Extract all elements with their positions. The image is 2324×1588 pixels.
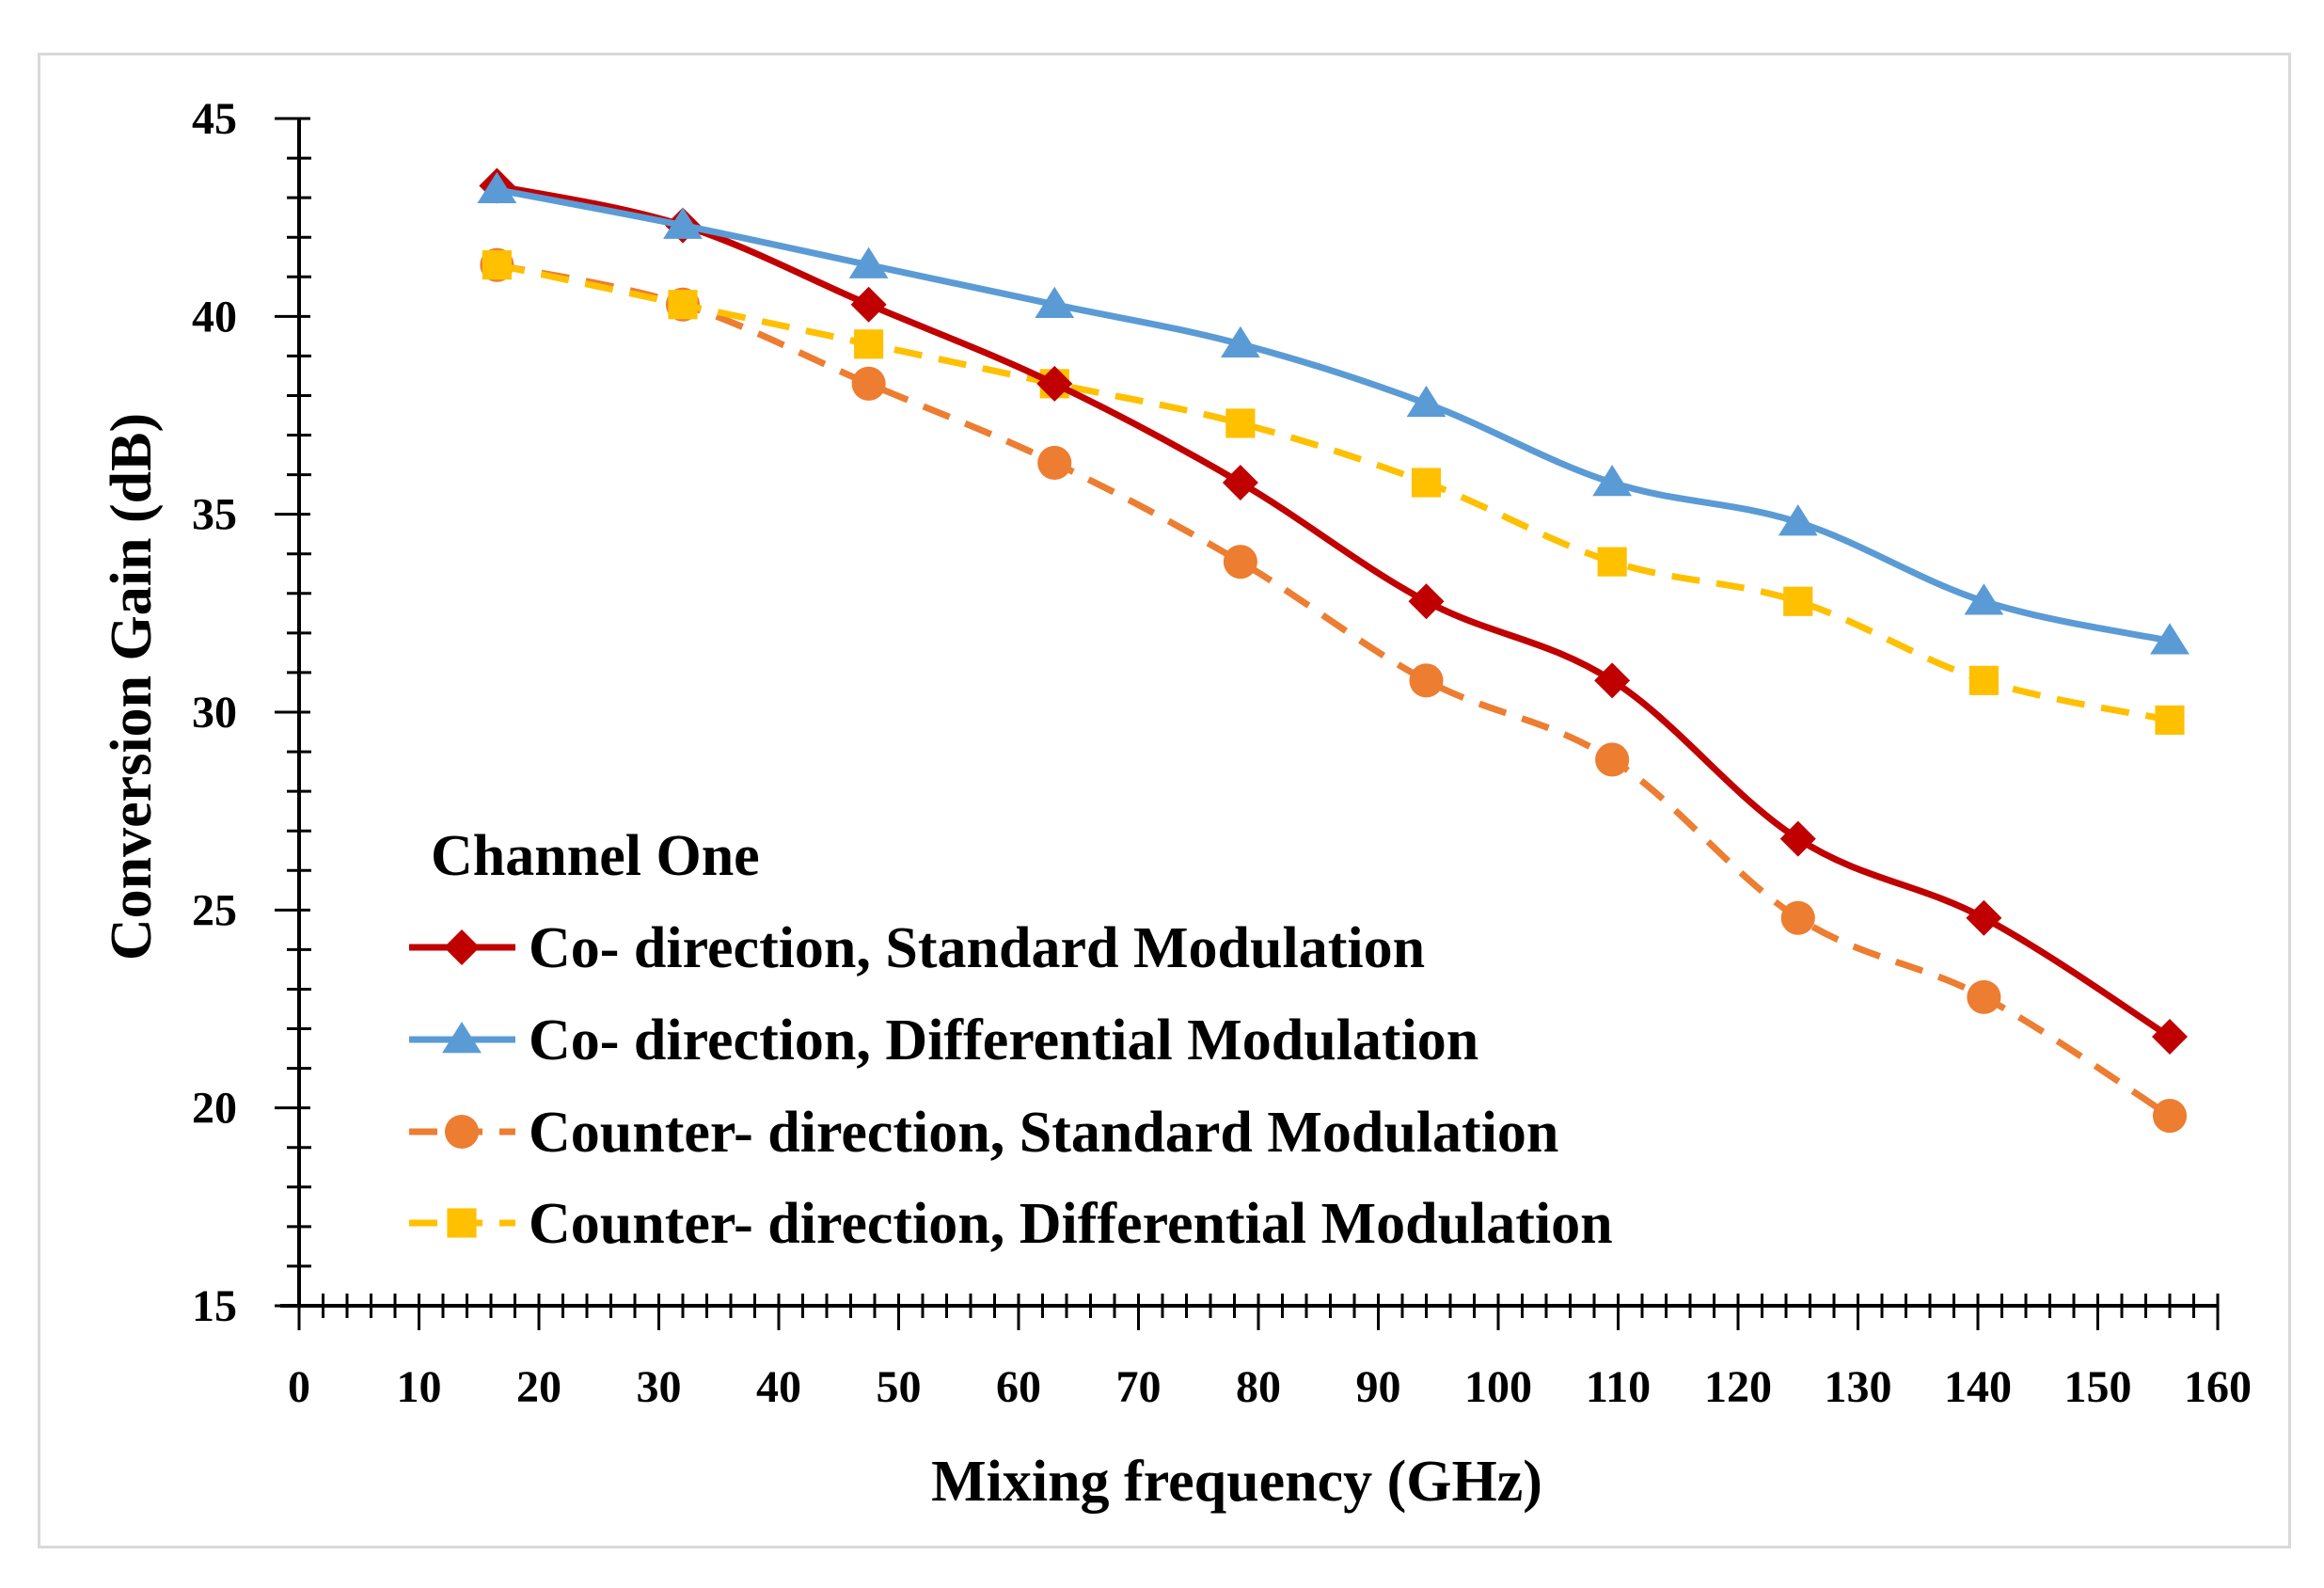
y-tick-label: 15: [192, 1281, 237, 1331]
legend-title: Channel One: [431, 824, 760, 888]
legend-label: Counter- direction, Differential Modulat…: [529, 1192, 1613, 1256]
x-tick-label: 110: [1586, 1362, 1651, 1412]
series-layer: [477, 167, 2190, 1134]
data-point: [482, 250, 512, 280]
data-point: [1225, 408, 1256, 438]
data-point: [850, 286, 887, 323]
data-point: [1968, 665, 1999, 695]
x-tick-label: 160: [2184, 1362, 2252, 1412]
data-point: [1779, 820, 1816, 857]
series-3: [480, 247, 2188, 1134]
legend-swatch-marker: [444, 1114, 480, 1150]
x-tick-label: 20: [516, 1362, 561, 1412]
x-tick-label: 0: [288, 1362, 310, 1412]
x-tick-label: 150: [2064, 1362, 2132, 1412]
data-point: [1035, 286, 1075, 318]
legend: Channel One Co- direction, Standard Modu…: [409, 824, 1613, 1256]
data-point: [2150, 623, 2190, 655]
series-line: [496, 183, 2172, 1040]
data-point: [1409, 663, 1444, 698]
data-point: [1220, 326, 1260, 358]
data-point: [2152, 1018, 2188, 1055]
data-point: [1964, 583, 2004, 615]
y-axis-title: Conversion Gain (dB): [100, 413, 164, 961]
data-point: [2155, 705, 2185, 735]
series-line: [496, 262, 2172, 1120]
x-tick-label: 140: [1944, 1362, 2012, 1412]
data-point: [1778, 504, 1818, 536]
data-point: [1594, 662, 1631, 699]
x-tick-label: 50: [877, 1362, 922, 1412]
data-point: [663, 207, 703, 239]
legend-label: Co- direction, Standard Modulation: [529, 916, 1425, 980]
data-point: [1406, 385, 1447, 418]
legend-label: Co- direction, Differential Modulation: [529, 1008, 1478, 1072]
data-point: [848, 246, 889, 278]
legend-swatch-marker: [442, 1022, 482, 1054]
series-line: [496, 186, 2171, 644]
data-point: [668, 290, 698, 320]
y-tick-label: 45: [192, 94, 237, 144]
data-point: [1222, 465, 1258, 501]
x-tick-label: 60: [996, 1362, 1041, 1412]
data-point: [1597, 547, 1627, 577]
x-axis-title: Mixing frequency (GHz): [931, 1450, 1542, 1514]
data-point: [1223, 545, 1257, 580]
data-point: [1783, 586, 1813, 616]
legend-swatch-marker: [444, 929, 480, 965]
data-point: [851, 366, 886, 401]
legend-label: Counter- direction, Standard Modulation: [529, 1101, 1558, 1165]
legend-swatch-marker: [447, 1208, 477, 1238]
y-tick-label: 30: [192, 688, 237, 738]
y-tick-label: 25: [192, 885, 237, 935]
chart-frame: [38, 53, 2291, 1548]
data-point: [1036, 365, 1073, 402]
data-point: [1408, 583, 1445, 620]
x-tick-label: 100: [1464, 1362, 1532, 1412]
data-point: [477, 171, 517, 203]
x-tick-label: 40: [756, 1362, 801, 1412]
x-tick-label: 30: [637, 1362, 682, 1412]
series-2: [477, 171, 2190, 655]
data-point: [2152, 1099, 2188, 1134]
data-point: [1037, 445, 1072, 481]
x-tick-label: 10: [397, 1362, 442, 1412]
data-point: [1966, 899, 2002, 936]
data-point: [1411, 468, 1442, 498]
y-tick-label: 20: [192, 1084, 237, 1134]
data-point: [1967, 979, 2001, 1014]
data-point: [1780, 900, 1815, 935]
data-point: [854, 329, 884, 359]
x-tick-label: 70: [1116, 1362, 1162, 1412]
axes: 15 20 25 30 35 40 45 0 10 20 30 40 50 60 70 80 90 100 110 1…: [192, 94, 2252, 1412]
x-tick-label: 130: [1825, 1362, 1892, 1412]
data-point: [1592, 465, 1633, 497]
x-tick-label: 90: [1356, 1362, 1401, 1412]
x-tick-label: 80: [1236, 1362, 1281, 1412]
data-point: [1595, 742, 1630, 777]
y-tick-label: 40: [192, 292, 237, 341]
series-line: [496, 262, 2171, 723]
x-tick-label: 120: [1704, 1362, 1772, 1412]
y-tick-label: 35: [192, 490, 237, 540]
